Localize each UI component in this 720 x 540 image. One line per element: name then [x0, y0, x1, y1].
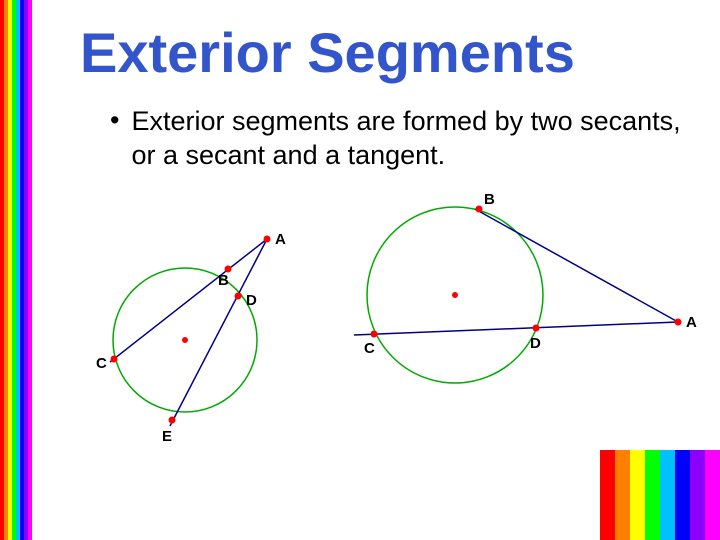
point-label-d: D — [530, 335, 541, 352]
slide-content: Exterior Segments • Exterior segments ar… — [50, 0, 710, 540]
point-label-a: A — [275, 231, 286, 248]
diagram-secant-tangent: ABCD — [350, 200, 710, 430]
point-label-b: B — [484, 191, 495, 208]
point-label-b: B — [218, 272, 229, 289]
diagram-two-secants: ABCDE — [100, 220, 330, 480]
bullet-text: Exterior segments are formed by two seca… — [131, 105, 710, 173]
point-label-c: C — [364, 340, 375, 357]
point-label-a: A — [686, 314, 697, 331]
bullet-dot: • — [110, 105, 119, 173]
point-label-e: E — [162, 428, 172, 445]
slide-title: Exterior Segments — [80, 20, 710, 85]
rainbow-border-left — [0, 0, 32, 540]
diagram-area: ABCDE ABCD — [100, 220, 710, 520]
point-label-d: D — [246, 292, 257, 309]
bullet-item: • Exterior segments are formed by two se… — [110, 105, 710, 173]
point-label-c: C — [96, 355, 107, 372]
